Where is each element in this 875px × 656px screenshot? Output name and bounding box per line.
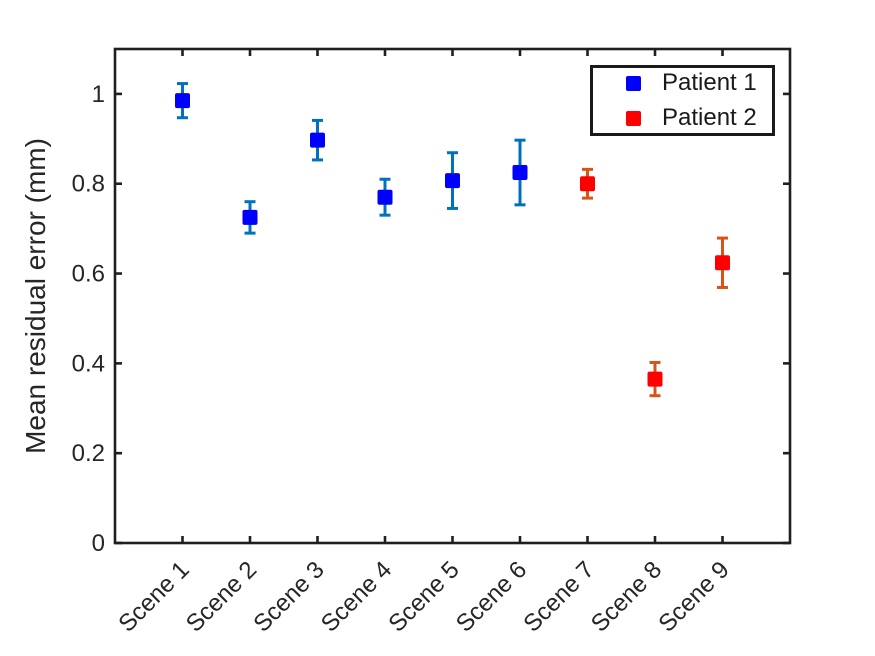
x-tick-label: Scene 7 [518, 556, 599, 637]
x-tick-label: Scene 5 [383, 556, 464, 637]
y-axis-title: Mean residual error (mm) [20, 138, 51, 454]
x-tick-label: Scene 1 [113, 556, 194, 637]
data-point-marker [377, 189, 393, 205]
legend-item-patient-1: Patient 1 [626, 69, 772, 97]
y-tick-label: 1 [92, 81, 105, 108]
data-point-marker [445, 173, 460, 189]
x-tick-label: Scene 4 [316, 556, 397, 637]
x-tick-label: Scene 6 [451, 556, 532, 637]
data-point-marker [715, 255, 730, 271]
data-point-marker [175, 93, 190, 109]
y-tick-label: 0.8 [72, 171, 105, 198]
legend-label-patient-1: Patient 1 [662, 69, 757, 96]
y-tick-label: 0.2 [72, 440, 105, 467]
patient-1-marker-swatch [626, 75, 641, 91]
x-tick-label: Scene 3 [248, 556, 329, 637]
legend: Patient 1 Patient 2 [590, 65, 775, 136]
data-point-marker [580, 176, 595, 192]
x-tick-label: Scene 2 [181, 556, 262, 637]
patient-2-marker-swatch [626, 110, 641, 126]
legend-label-patient-2: Patient 2 [662, 104, 757, 131]
data-point-marker [512, 165, 528, 180]
data-point-marker [242, 209, 258, 225]
data-point-marker [647, 371, 663, 387]
y-tick-label: 0.6 [72, 261, 105, 288]
x-tick-label: Scene 9 [653, 556, 734, 637]
y-tick-label: 0 [92, 530, 105, 557]
data-point-marker [310, 132, 325, 148]
y-tick-label: 0.4 [72, 350, 105, 377]
legend-item-patient-2: Patient 2 [626, 104, 772, 132]
x-tick-label: Scene 8 [586, 556, 667, 637]
